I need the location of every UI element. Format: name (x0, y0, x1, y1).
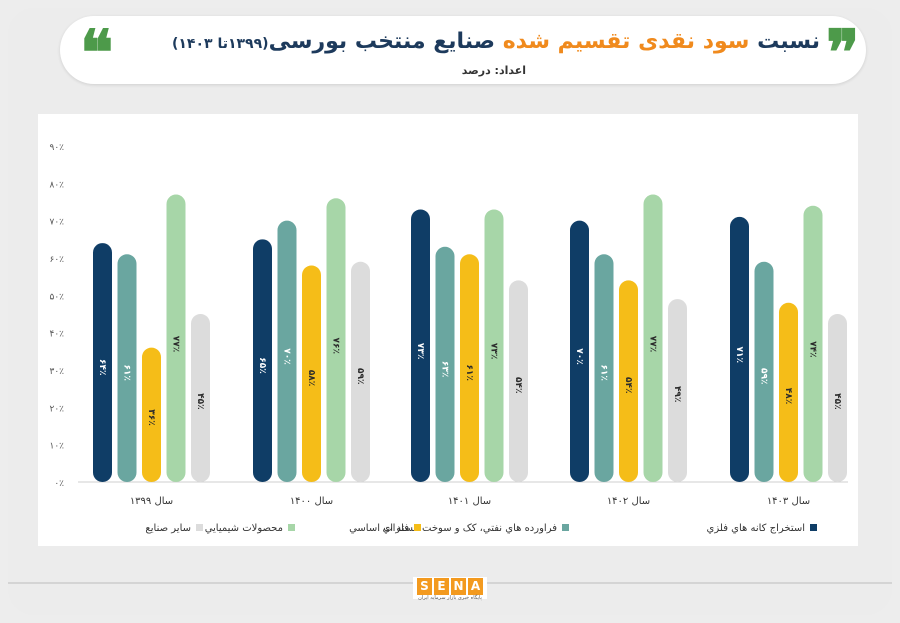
logo-letter: N (451, 577, 466, 595)
bar-value-label: ۷۳٪ (415, 343, 425, 359)
bar (411, 209, 430, 482)
bar-chart: ۰٪ ۱۰٪ ۲۰٪ ۳۰٪ ۴۰٪ ۵۰٪ ۶۰٪ ۷۰٪ ۸۰٪ ۹۰٪ ۶۴٪ ۶۱٪ ۳۶٪ ۷۷… (49, 143, 848, 534)
bar-value-label: ۷۴٪ (808, 341, 818, 357)
chart-area: ۰٪ ۱۰٪ ۲۰٪ ۳۰٪ ۴۰٪ ۵۰٪ ۶۰٪ ۷۰٪ ۸۰٪ ۹۰٪ ۶۴٪ ۶۱٪ ۳۶٪ ۷۷… (38, 114, 858, 546)
bar-value-label: ۶۱٪ (599, 364, 609, 380)
legend-swatch (414, 524, 421, 531)
bar (570, 220, 589, 482)
x-category-label: سال ۱۴۰۱ (448, 496, 491, 507)
bar (619, 280, 638, 482)
legend-swatch (810, 524, 817, 531)
legend-label: فراورده هاي نفتي، کک و سوخت هسته اي (382, 523, 557, 534)
title-banner (60, 16, 866, 84)
sena-logo: S E N A پایگاه خبری بازار سرمایه ایران (413, 577, 487, 601)
bar-value-label: ۵۹٪ (355, 368, 365, 384)
legend-label: ساير صنايع (145, 523, 191, 534)
bar (191, 314, 210, 482)
y-tick-label: ۹۰٪ (49, 143, 64, 153)
bar-value-label: ۷۰٪ (282, 348, 292, 364)
bar (93, 243, 112, 482)
bar-value-label: ۵۸٪ (306, 370, 316, 386)
bar (509, 280, 528, 482)
logo-letter: S (417, 577, 432, 595)
bar-value-label: ۷۶٪ (331, 338, 341, 354)
bar-value-label: ۷۱٪ (734, 347, 744, 363)
title-part-4: صنایع منتخب بورسی (268, 29, 496, 54)
logo-tagline: پایگاه خبری بازار سرمایه ایران (418, 595, 482, 601)
y-tick-label: ۰٪ (54, 479, 64, 489)
bar (484, 209, 504, 482)
bar-value-label: ۶۴٪ (97, 359, 107, 375)
bar (643, 194, 663, 482)
y-tick-label: ۱۰٪ (49, 442, 64, 452)
bar-value-label: ۵۴٪ (623, 377, 633, 393)
bar-value-label: ۴۵٪ (832, 393, 842, 409)
bar-value-label: ۳۶٪ (146, 409, 156, 425)
bar (351, 261, 370, 482)
bar-value-label: ۵۴٪ (513, 377, 523, 393)
x-category-label: سال ۱۳۹۹ (130, 496, 173, 507)
bar-value-label: ۶۳٪ (440, 361, 450, 377)
logo-letters: S E N A (413, 577, 487, 595)
open-quote-icon: ❞ (826, 16, 860, 89)
y-tick-label: ۲۰٪ (49, 404, 64, 414)
bar-value-label: ۷۷٪ (648, 336, 658, 352)
bar (435, 246, 455, 482)
bar (166, 194, 186, 482)
bar (460, 254, 479, 482)
legend-swatch (288, 524, 295, 531)
bar (117, 254, 137, 482)
y-tick-label: ۷۰٪ (49, 218, 64, 228)
y-tick-label: ۵۰٪ (49, 292, 64, 302)
bar (253, 239, 272, 482)
bar (754, 261, 774, 482)
y-tick-label: ۸۰٪ (49, 180, 64, 190)
y-tick-label: ۳۰٪ (49, 367, 64, 377)
legend-swatch (562, 524, 569, 531)
y-tick-label: ۴۰٪ (49, 330, 64, 340)
bar (730, 216, 749, 482)
bar (803, 205, 823, 482)
bar-value-label: ۵۹٪ (759, 368, 769, 384)
title-part-2: سود نقدی (638, 29, 750, 54)
title-part-3: تقسیم شده (502, 29, 631, 54)
title-part-1: نسبت (757, 29, 820, 54)
bar (277, 220, 297, 482)
bar (668, 299, 687, 482)
y-tick-label: ۶۰٪ (49, 255, 64, 265)
legend-label: محصولات شيميايي (205, 523, 283, 534)
bar (326, 198, 346, 482)
bar-value-label: ۴۹٪ (672, 386, 682, 402)
bar (779, 302, 798, 482)
x-category-label: سال ۱۴۰۰ (290, 496, 333, 507)
bar-value-label: ۴۸٪ (783, 388, 793, 404)
x-category-label: سال ۱۴۰۲ (607, 496, 650, 507)
bar (302, 265, 321, 482)
bar-value-label: ۶۵٪ (257, 357, 267, 373)
close-quote-icon: ❝ (80, 16, 114, 89)
logo-letter: A (468, 577, 483, 595)
bar-value-label: ۴۵٪ (195, 393, 205, 409)
chart-subtitle: اعداد: درصد (461, 64, 526, 77)
logo-letter: E (434, 577, 449, 595)
bar (142, 347, 161, 482)
bar (594, 254, 614, 482)
bar-value-label: ۷۰٪ (574, 348, 584, 364)
legend-swatch (196, 524, 203, 531)
legend-label: فلزات اساسي (349, 523, 409, 534)
bar-value-label: ۷۷٪ (171, 336, 181, 352)
x-category-label: سال ۱۴۰۳ (767, 496, 810, 507)
bar-value-label: ۶۱٪ (464, 364, 474, 380)
title-years: (۱۳۹۹تا ۱۴۰۳) (171, 36, 269, 52)
bar (828, 314, 847, 482)
bar-value-label: ۷۳٪ (489, 343, 499, 359)
chart-title: نسبت سود نقدی تقسیم شده صنایع منتخب بورس… (130, 29, 820, 54)
bar-value-label: ۶۱٪ (122, 364, 132, 380)
legend-label: استخراج کانه هاي فلزي (707, 523, 805, 534)
